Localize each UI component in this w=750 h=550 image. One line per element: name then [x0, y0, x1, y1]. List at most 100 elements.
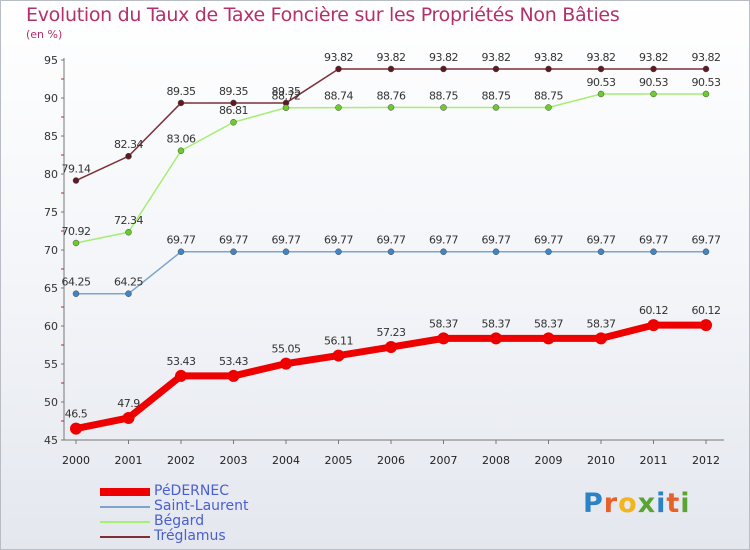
data-point [335, 65, 342, 73]
data-label: 93.82 [534, 51, 563, 64]
data-point [385, 341, 397, 354]
logo-letter: i [656, 488, 667, 519]
y-tick-label: 60 [44, 320, 58, 333]
data-label: 69.77 [429, 234, 458, 247]
data-label: 79.14 [62, 163, 91, 176]
data-point [72, 177, 80, 184]
data-point [230, 99, 237, 107]
data-point [227, 369, 240, 382]
data-label: 72.34 [114, 214, 143, 227]
data-label: 90.53 [587, 76, 616, 89]
data-point [70, 422, 82, 435]
x-tick-label: 2002 [167, 454, 195, 467]
data-point [387, 65, 395, 73]
data-label: 89.35 [219, 85, 248, 98]
data-point [545, 248, 552, 255]
x-tick-label: 2001 [115, 454, 143, 467]
y-tick-label: 55 [44, 358, 58, 371]
data-point [175, 369, 187, 382]
legend-item: PéDERNEC [100, 484, 248, 499]
data-point [335, 104, 342, 111]
data-label: 53.43 [219, 355, 248, 368]
legend-label: Tréglamus [154, 528, 226, 544]
data-label: 69.77 [219, 234, 248, 247]
proxiti-logo: Proxiti [583, 488, 691, 519]
data-label: 93.82 [324, 51, 353, 64]
data-label: 82.34 [114, 138, 143, 151]
logo-letter: o [618, 488, 638, 519]
data-point [280, 357, 292, 370]
data-label: 86.81 [219, 104, 248, 117]
data-point [597, 248, 605, 255]
x-tick-label: 2005 [325, 454, 353, 467]
data-label: 70.92 [62, 225, 91, 238]
legend-label: Bégard [154, 513, 205, 529]
data-point [597, 65, 605, 73]
data-point [125, 152, 132, 160]
x-tick-label: 2012 [692, 454, 720, 467]
data-label: 89.35 [272, 85, 301, 98]
data-label: 88.75 [482, 90, 511, 103]
data-point [177, 99, 185, 107]
data-point [492, 248, 500, 255]
data-label: 83.06 [167, 133, 196, 146]
legend-label: Saint-Laurent [154, 498, 249, 514]
legend-item: Bégard [100, 514, 248, 529]
data-label: 64.25 [62, 276, 91, 289]
data-label: 58.37 [482, 317, 511, 330]
legend: PéDERNEC Saint-Laurent Bégard Tréglamus [100, 484, 248, 544]
x-tick-label: 2008 [482, 454, 510, 467]
legend-swatch [100, 505, 150, 508]
data-point [387, 104, 395, 111]
y-axis-unit: (en %) [26, 28, 63, 41]
x-tick-label: 2003 [220, 454, 248, 467]
data-label: 60.12 [639, 304, 668, 317]
data-point [230, 248, 237, 255]
data-label: 56.11 [324, 335, 353, 348]
data-point [647, 319, 660, 332]
x-tick-label: 2006 [377, 454, 405, 467]
data-label: 55.05 [272, 343, 301, 356]
y-tick-label: 75 [44, 206, 58, 219]
data-label: 69.77 [167, 234, 196, 247]
data-point [490, 332, 502, 345]
data-label: 93.82 [377, 51, 406, 64]
data-label: 60.12 [692, 304, 721, 317]
y-tick-label: 95 [44, 54, 58, 67]
data-label: 93.82 [429, 51, 458, 64]
x-tick-label: 2000 [62, 454, 90, 467]
data-point [702, 65, 710, 73]
data-point [650, 248, 657, 255]
data-label: 88.75 [429, 90, 458, 103]
chart-title: Evolution du Taux de Taxe Foncière sur l… [26, 4, 620, 26]
logo-letter: x [637, 488, 657, 519]
y-tick-label: 65 [44, 282, 58, 295]
logo-letter: r [603, 488, 619, 519]
data-label: 88.72 [272, 90, 301, 103]
data-label: 53.43 [167, 355, 196, 368]
data-point [230, 118, 237, 126]
data-point [545, 65, 552, 73]
legend-item: Saint-Laurent [100, 499, 248, 514]
data-label: 88.76 [377, 89, 406, 102]
data-label: 90.53 [639, 76, 668, 89]
x-tick-label: 2007 [430, 454, 458, 467]
logo-letter: P [583, 488, 604, 519]
data-point [72, 290, 80, 297]
x-tick-label: 2004 [272, 454, 300, 467]
legend-swatch [100, 520, 150, 523]
series-line [75, 93, 706, 244]
data-point [702, 90, 710, 98]
data-point [492, 65, 500, 73]
data-point [440, 65, 447, 73]
data-label: 88.75 [534, 90, 563, 103]
y-tick-label: 90 [44, 92, 58, 105]
data-point [387, 248, 395, 255]
data-point [125, 290, 132, 297]
data-point [542, 332, 555, 345]
data-point [650, 65, 657, 73]
x-tick-label: 2009 [535, 454, 563, 467]
y-tick-label: 70 [44, 244, 58, 257]
